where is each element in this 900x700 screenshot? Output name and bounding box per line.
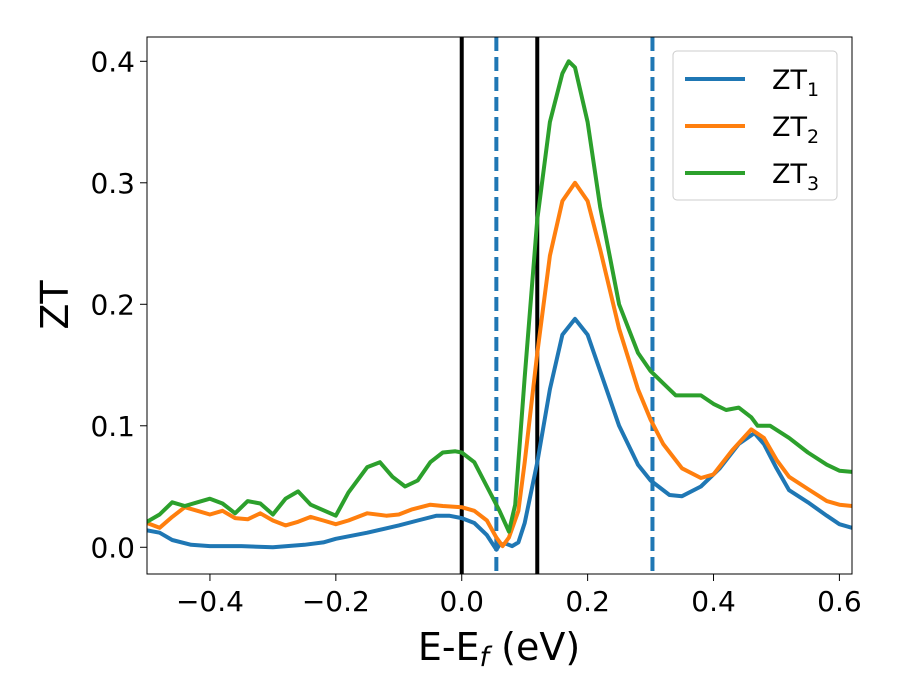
y-axis-ticks: 0.0 0.1 0.2 0.3 0.4: [90, 45, 147, 564]
x-tick-label: 0.4: [691, 585, 736, 618]
x-tick-label: 0.2: [565, 585, 610, 618]
legend-frame: [672, 50, 838, 201]
plot-frame: [146, 36, 853, 575]
reference-lines: [459, 37, 655, 574]
legend-label-zt2: ZT2: [772, 112, 819, 148]
y-tick-label: 0.3: [90, 167, 135, 200]
x-tick-label: 0.6: [817, 585, 862, 618]
x-tick-label: 0.0: [439, 585, 484, 618]
y-axis-title: ZT: [33, 280, 77, 330]
series-line-zt2: [147, 180, 852, 549]
series-line-zt3: [147, 59, 852, 534]
x-axis-ticks: −0.4 −0.2 0.0 0.2 0.4 0.6: [176, 574, 862, 618]
legend: ZT1 ZT2 ZT3: [672, 50, 838, 201]
x-axis-title: E-Ef (eV): [418, 625, 580, 673]
legend-label-zt1: ZT1: [772, 65, 819, 101]
y-tick-label: 0.4: [90, 45, 135, 78]
x-tick-label: −0.4: [176, 585, 244, 618]
series-lines: [147, 59, 852, 552]
x-tick-label: −0.2: [302, 585, 370, 618]
y-tick-label: 0.1: [90, 410, 135, 443]
y-tick-label: 0.0: [90, 531, 135, 564]
legend-label-zt3: ZT3: [772, 159, 819, 195]
y-tick-label: 0.2: [90, 288, 135, 321]
